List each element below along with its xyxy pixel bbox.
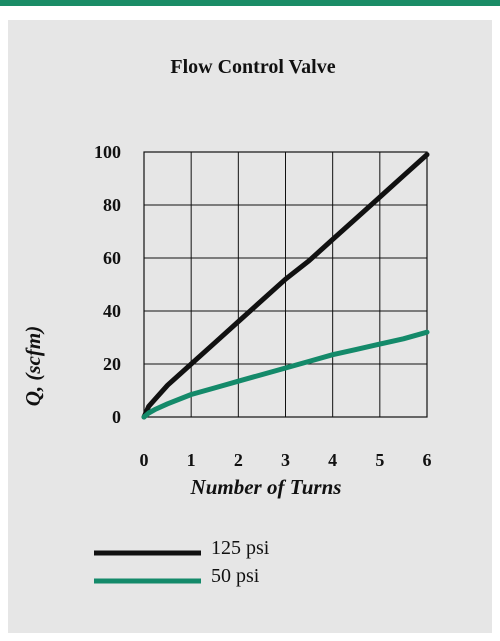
- x-tick-label: 3: [281, 450, 290, 470]
- series-line-1: [141, 329, 430, 420]
- x-tick-label: 4: [328, 450, 337, 470]
- x-tick-label: 1: [187, 450, 196, 470]
- y-tick-label: 0: [112, 407, 121, 427]
- chart-title: Flow Control Valve: [170, 56, 335, 78]
- plot-area-border: [143, 151, 428, 418]
- x-axis-label: Number of Turns: [190, 475, 342, 499]
- y-tick-label: 80: [103, 195, 121, 215]
- x-tick-label: 0: [140, 450, 149, 470]
- x-tick-label: 5: [375, 450, 384, 470]
- figure-panel: [8, 20, 492, 633]
- y-tick-label: 20: [103, 354, 121, 374]
- y-tick-label: 100: [94, 142, 121, 162]
- legend-label-0: 125 psi: [211, 537, 270, 559]
- y-tick-label: 40: [103, 301, 121, 321]
- legend-label-1: 50 psi: [211, 565, 260, 587]
- legend: 125 psi 50 psi: [94, 537, 270, 587]
- x-tick-label: 2: [234, 450, 243, 470]
- series-line-0: [141, 152, 430, 420]
- series-layer: [141, 152, 430, 420]
- y-axis-label: Q, (scfm): [21, 326, 45, 406]
- y-tick-label: 60: [103, 248, 121, 268]
- x-tick-label: 6: [423, 450, 432, 470]
